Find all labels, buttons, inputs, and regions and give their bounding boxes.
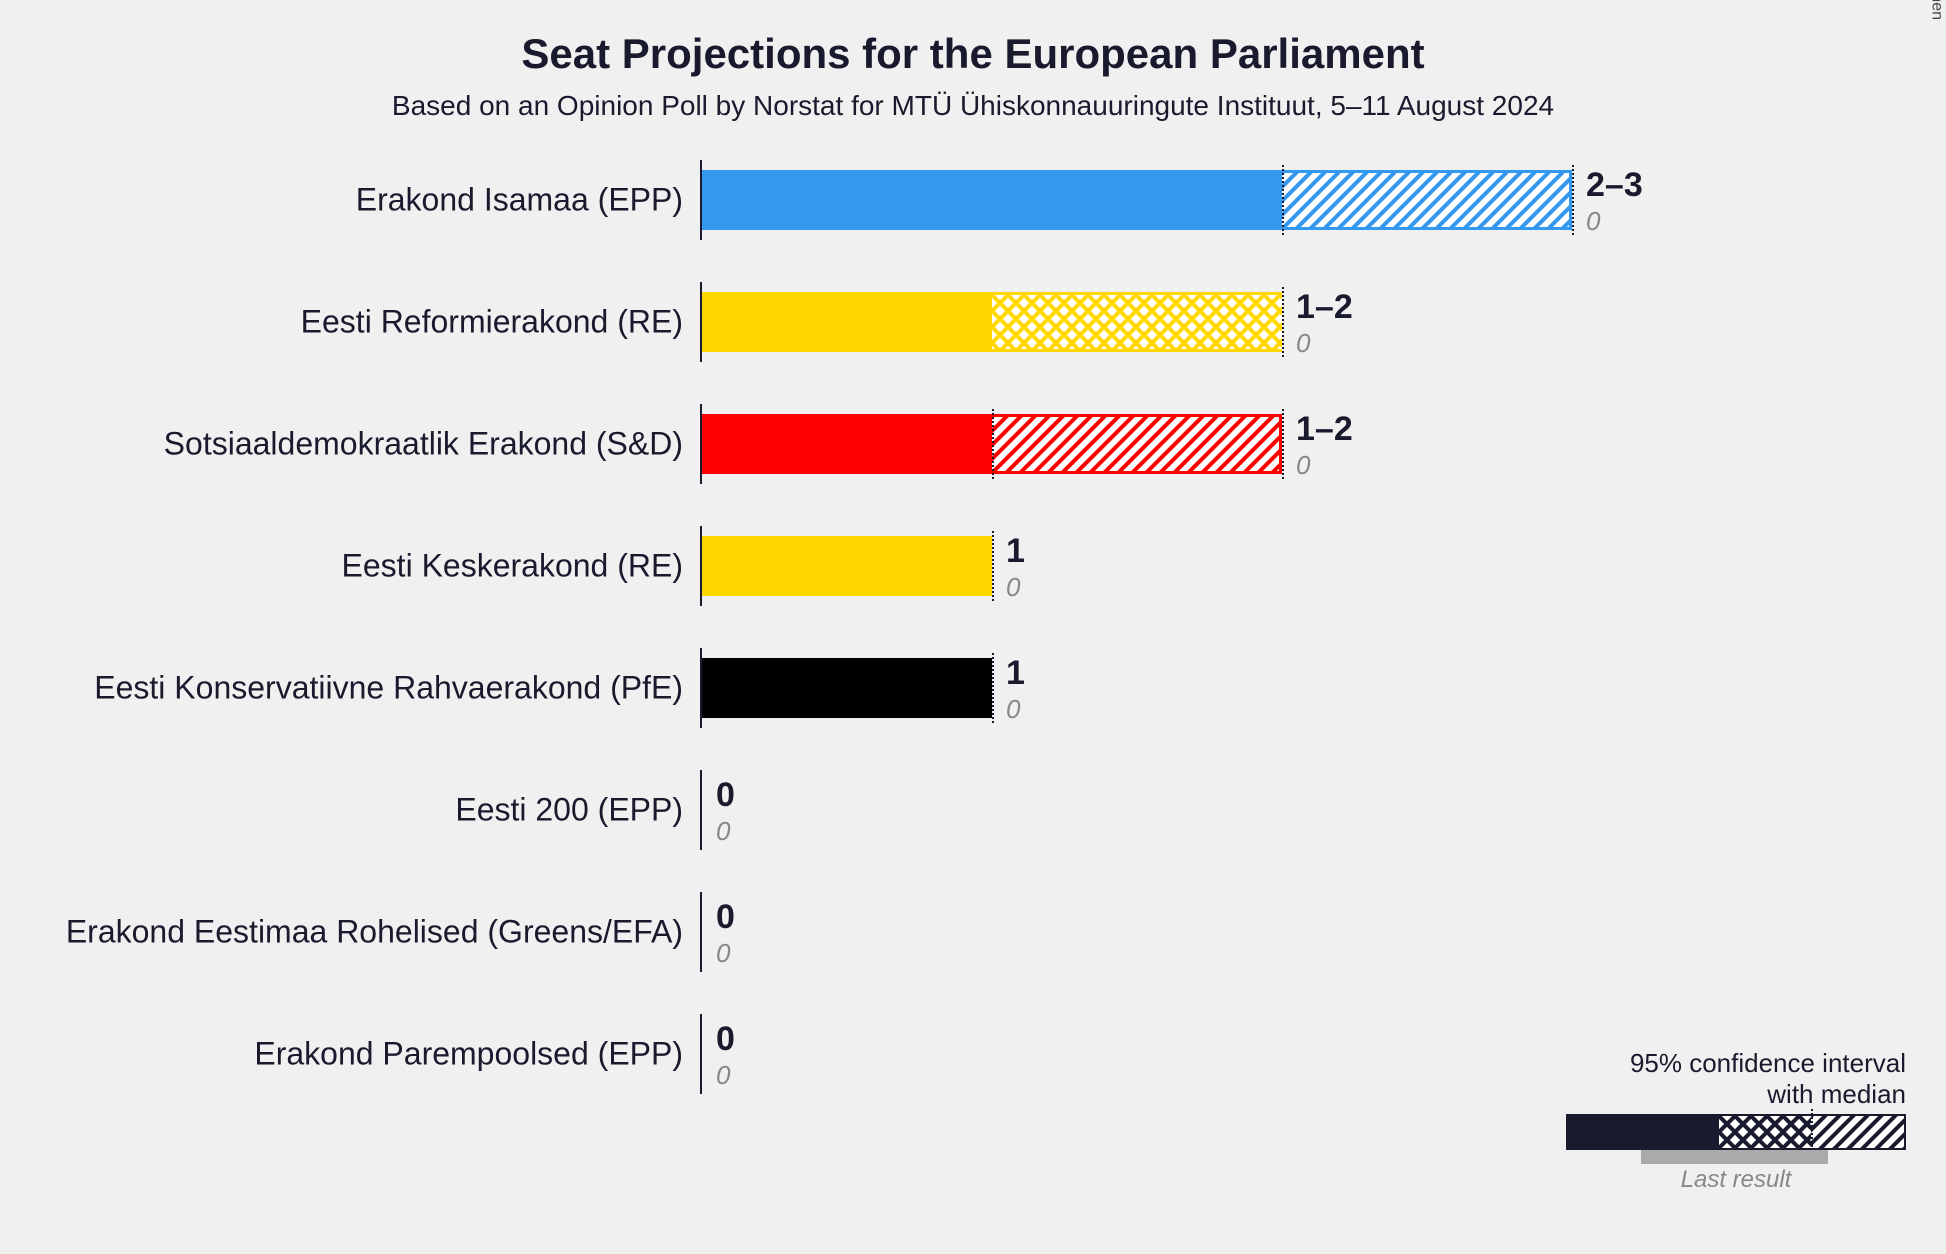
bar bbox=[702, 292, 1282, 352]
high-tick bbox=[992, 531, 994, 601]
legend: 95% confidence interval with median Last… bbox=[1566, 1048, 1906, 1194]
bar-hatch bbox=[992, 414, 1282, 474]
party-label: Eesti Reformierakond (RE) bbox=[301, 304, 683, 341]
party-row: Eesti Reformierakond (RE) 1–20 bbox=[0, 282, 1946, 362]
legend-solid bbox=[1566, 1114, 1719, 1150]
party-row: Sotsiaaldemokraatlik Erakond (S&D) 1–20 bbox=[0, 404, 1946, 484]
bar bbox=[702, 658, 992, 718]
bar-solid bbox=[702, 414, 992, 474]
high-tick bbox=[1572, 165, 1574, 235]
previous-seats: 0 bbox=[1296, 328, 1310, 359]
high-tick bbox=[992, 653, 994, 723]
high-tick bbox=[1282, 409, 1284, 479]
previous-seats: 0 bbox=[1006, 694, 1020, 725]
seat-range: 0 bbox=[716, 898, 735, 937]
previous-seats: 0 bbox=[1586, 206, 1600, 237]
bar bbox=[702, 536, 992, 596]
bar bbox=[702, 414, 1282, 474]
previous-seats: 0 bbox=[1296, 450, 1310, 481]
axis-zero bbox=[700, 892, 702, 972]
party-label: Erakond Isamaa (EPP) bbox=[356, 182, 683, 219]
seat-range: 2–3 bbox=[1586, 166, 1643, 205]
seat-range: 1–2 bbox=[1296, 410, 1353, 449]
previous-seats: 0 bbox=[716, 938, 730, 969]
previous-seats: 0 bbox=[716, 816, 730, 847]
axis-zero bbox=[700, 1014, 702, 1094]
seat-range: 0 bbox=[716, 1020, 735, 1059]
legend-last-result-bar bbox=[1641, 1150, 1828, 1164]
party-row: Eesti 200 (EPP) 00 bbox=[0, 770, 1946, 850]
party-label: Erakond Eestimaa Rohelised (Greens/EFA) bbox=[66, 914, 683, 951]
party-label: Eesti Keskerakond (RE) bbox=[342, 548, 683, 585]
previous-seats: 0 bbox=[1006, 572, 1020, 603]
legend-title: 95% confidence interval with median bbox=[1566, 1048, 1906, 1110]
party-row: Erakond Eestimaa Rohelised (Greens/EFA) 0… bbox=[0, 892, 1946, 972]
seat-range: 0 bbox=[716, 776, 735, 815]
bar bbox=[702, 170, 1572, 230]
legend-last-result-label: Last result bbox=[1566, 1166, 1906, 1194]
party-row: Eesti Keskerakond (RE) 10 bbox=[0, 526, 1946, 606]
legend-median-tick bbox=[1811, 1109, 1813, 1155]
legend-cross bbox=[1719, 1114, 1811, 1150]
bar-solid bbox=[702, 536, 992, 596]
party-row: Erakond Isamaa (EPP) 2–30 bbox=[0, 160, 1946, 240]
party-label: Erakond Parempoolsed (EPP) bbox=[254, 1036, 683, 1073]
bar-solid bbox=[702, 170, 1282, 230]
seat-range: 1–2 bbox=[1296, 288, 1353, 327]
party-label: Eesti 200 (EPP) bbox=[455, 792, 683, 829]
party-label: Eesti Konservatiivne Rahvaerakond (PfE) bbox=[94, 670, 683, 707]
median-tick bbox=[1282, 165, 1284, 235]
bar-crosshatch bbox=[992, 292, 1282, 352]
legend-title-line2: with median bbox=[1767, 1079, 1906, 1109]
seat-range: 1 bbox=[1006, 654, 1025, 693]
chart-area: Erakond Isamaa (EPP)2–30Eesti Reformiera… bbox=[0, 150, 1946, 1150]
bar-hatch bbox=[1282, 170, 1572, 230]
legend-title-line1: 95% confidence interval bbox=[1630, 1048, 1906, 1078]
party-label: Sotsiaaldemokraatlik Erakond (S&D) bbox=[164, 426, 683, 463]
median-tick bbox=[992, 409, 994, 479]
axis-zero bbox=[700, 770, 702, 850]
party-row: Eesti Konservatiivne Rahvaerakond (PfE) 1… bbox=[0, 648, 1946, 728]
chart-title: Seat Projections for the European Parlia… bbox=[0, 30, 1946, 78]
copyright-text: © 2024 Filip van Laenen bbox=[1928, 0, 1946, 20]
chart-subtitle: Based on an Opinion Poll by Norstat for … bbox=[0, 90, 1946, 122]
legend-hatch bbox=[1811, 1114, 1906, 1150]
high-tick bbox=[1282, 287, 1284, 357]
bar-solid bbox=[702, 658, 992, 718]
previous-seats: 0 bbox=[716, 1060, 730, 1091]
bar-solid bbox=[702, 292, 992, 352]
seat-range: 1 bbox=[1006, 532, 1025, 571]
legend-bar bbox=[1566, 1114, 1906, 1150]
